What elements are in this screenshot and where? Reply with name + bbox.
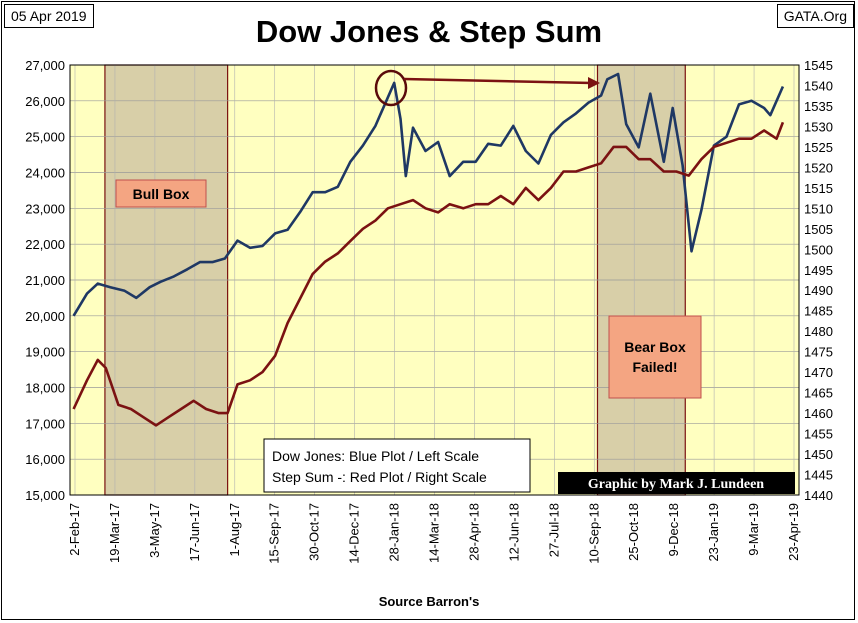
x-tick-label: 1-Aug-17	[227, 503, 242, 556]
right-axis-ticks: 1440 1445 1450 1455 1460 1465 1470 1475 1480 1485…	[804, 58, 833, 503]
x-axis-ticks: 2-Feb-17 19-Mar-17 3-May-17 17-Jun-17 1-Aug-…	[67, 503, 801, 564]
x-tick-label: 15-Sep-17	[267, 503, 282, 564]
x-tick-label: 2-Feb-17	[67, 503, 82, 556]
x-tick-label: 19-Mar-17	[107, 503, 122, 563]
x-tick-label: 12-Jun-18	[506, 503, 521, 562]
right-tick-label: 1490	[804, 283, 833, 298]
peak-arrow	[403, 77, 593, 85]
chart-title: Dow Jones & Step Sum	[255, 14, 603, 49]
right-tick-label: 1525	[804, 140, 833, 155]
right-tick-label: 1515	[804, 181, 833, 196]
x-tick-label: 23-Jan-19	[706, 503, 721, 562]
right-tick-label: 1495	[804, 263, 833, 278]
right-tick-label: 1540	[804, 78, 833, 93]
series-lines	[72, 72, 785, 427]
right-tick-label: 1470	[804, 365, 833, 380]
right-tick-label: 1530	[804, 119, 833, 134]
left-tick-label: 19,000	[25, 345, 65, 360]
right-tick-label: 1535	[804, 99, 833, 114]
legend-box: Dow Jones: Blue Plot / Left Scale Step S…	[263, 438, 531, 493]
x-tick-label: 3-May-17	[147, 503, 162, 558]
right-tick-label: 1510	[804, 201, 833, 216]
x-tick-label: 14-Dec-17	[347, 503, 362, 564]
source-label: GATA.Org	[776, 4, 854, 28]
left-tick-label: 25,000	[25, 130, 65, 145]
plot-border	[69, 64, 800, 496]
bear-box-text-1: Bear Box	[624, 339, 686, 355]
x-tick-label: 14-Mar-18	[427, 503, 442, 563]
bull-box-label: Bull Box	[115, 179, 207, 208]
x-axis-label: Source Barron's	[378, 594, 480, 609]
left-tick-label: 26,000	[25, 94, 65, 109]
date-label: 05 Apr 2019	[4, 4, 94, 28]
step-sum-line	[72, 121, 785, 427]
left-tick-label: 21,000	[25, 273, 65, 288]
x-tick-label: 23-Apr-19	[786, 503, 801, 561]
legend-dow: Dow Jones: Blue Plot / Left Scale	[272, 448, 479, 464]
left-tick-label: 27,000	[25, 58, 65, 73]
x-tick-label: 25-Oct-18	[626, 503, 641, 561]
left-axis-ticks: 15,000 16,000 17,000 18,000 19,000 20,000 21,0…	[25, 58, 65, 503]
left-tick-label: 22,000	[25, 237, 65, 252]
legend-stepsum: Step Sum -: Red Plot / Right Scale	[272, 469, 487, 485]
right-tick-label: 1545	[804, 58, 833, 73]
dow-jones-line	[72, 72, 785, 317]
bear-box-text-2: Failed!	[632, 359, 677, 375]
right-tick-label: 1465	[804, 386, 833, 401]
right-tick-label: 1440	[804, 488, 833, 503]
x-tick-label: 30-Oct-17	[307, 503, 322, 561]
left-tick-label: 18,000	[25, 381, 65, 396]
x-tick-label: 28-Jan-18	[387, 503, 402, 562]
left-tick-label: 15,000	[25, 488, 65, 503]
x-tick-label: 17-Jun-17	[187, 503, 202, 562]
peak-circle	[374, 69, 408, 107]
left-tick-label: 23,000	[25, 201, 65, 216]
right-tick-label: 1500	[804, 242, 833, 257]
left-tick-label: 20,000	[25, 309, 65, 324]
right-tick-label: 1475	[804, 345, 833, 360]
left-tick-label: 16,000	[25, 452, 65, 467]
left-tick-label: 24,000	[25, 166, 65, 181]
right-tick-label: 1485	[804, 304, 833, 319]
right-tick-label: 1520	[804, 160, 833, 175]
credit-box: Graphic by Mark J. Lundeen	[558, 472, 795, 494]
credit-text: Graphic by Mark J. Lundeen	[588, 477, 764, 492]
bull-box-text: Bull Box	[133, 186, 190, 202]
x-tick-label: 10-Sep-18	[586, 503, 601, 564]
right-tick-label: 1450	[804, 447, 833, 462]
bear-box-label: Bear Box Failed!	[608, 315, 702, 399]
peak-arrow-head	[588, 77, 600, 89]
right-tick-label: 1460	[804, 406, 833, 421]
right-tick-label: 1455	[804, 427, 833, 442]
x-tick-label: 9-Mar-19	[746, 503, 761, 556]
left-tick-label: 17,000	[25, 416, 65, 431]
x-tick-label: 27-Jul-18	[546, 503, 561, 557]
right-tick-label: 1445	[804, 468, 833, 483]
right-tick-label: 1480	[804, 324, 833, 339]
x-tick-label: 9-Dec-18	[666, 503, 681, 556]
x-tick-label: 28-Apr-18	[466, 503, 481, 561]
right-tick-label: 1505	[804, 222, 833, 237]
